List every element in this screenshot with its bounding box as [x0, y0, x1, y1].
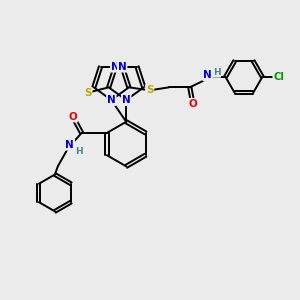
Text: Cl: Cl: [273, 72, 284, 82]
Text: O: O: [68, 112, 77, 122]
Text: N: N: [122, 95, 130, 105]
Text: H: H: [213, 68, 220, 77]
Text: S: S: [84, 88, 92, 98]
Text: N: N: [203, 70, 212, 80]
Text: O: O: [188, 99, 197, 109]
Text: N: N: [65, 140, 74, 150]
Text: H: H: [75, 147, 82, 156]
Text: N: N: [107, 95, 116, 105]
Text: S: S: [146, 85, 153, 95]
Text: N: N: [118, 62, 127, 72]
Text: N: N: [111, 62, 120, 72]
